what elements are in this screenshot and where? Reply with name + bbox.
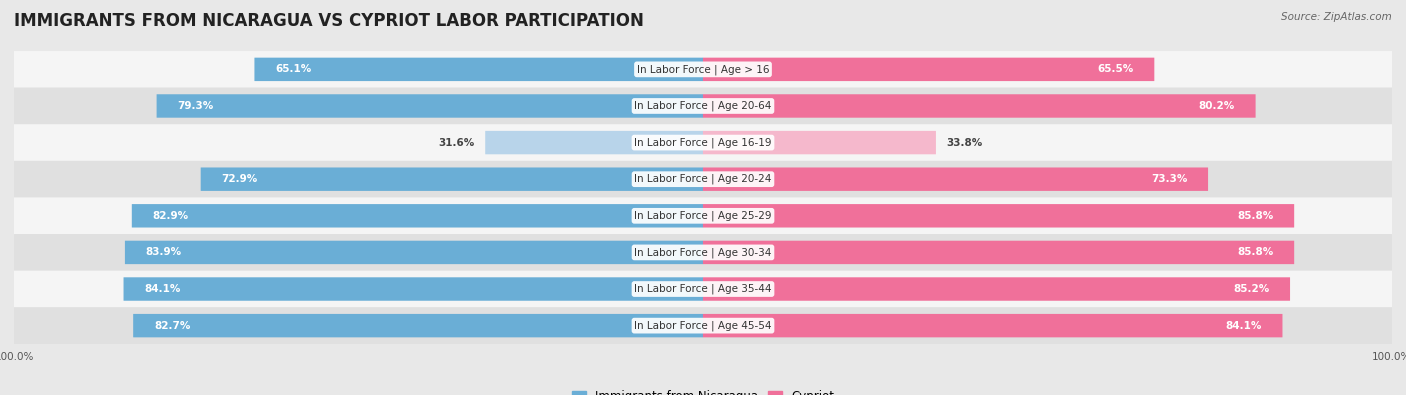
Text: 72.9%: 72.9%	[221, 174, 257, 184]
FancyBboxPatch shape	[14, 271, 1392, 307]
FancyBboxPatch shape	[132, 204, 703, 228]
Text: 85.8%: 85.8%	[1237, 247, 1274, 258]
Text: 65.1%: 65.1%	[276, 64, 311, 74]
Text: In Labor Force | Age 25-29: In Labor Force | Age 25-29	[634, 211, 772, 221]
FancyBboxPatch shape	[703, 277, 1291, 301]
Text: 33.8%: 33.8%	[946, 137, 983, 148]
FancyBboxPatch shape	[14, 234, 1392, 271]
Text: Source: ZipAtlas.com: Source: ZipAtlas.com	[1281, 12, 1392, 22]
Text: 73.3%: 73.3%	[1152, 174, 1187, 184]
Text: In Labor Force | Age 16-19: In Labor Force | Age 16-19	[634, 137, 772, 148]
FancyBboxPatch shape	[703, 131, 936, 154]
Text: In Labor Force | Age 35-44: In Labor Force | Age 35-44	[634, 284, 772, 294]
FancyBboxPatch shape	[125, 241, 703, 264]
FancyBboxPatch shape	[124, 277, 703, 301]
Text: 84.1%: 84.1%	[145, 284, 180, 294]
FancyBboxPatch shape	[14, 51, 1392, 88]
FancyBboxPatch shape	[14, 124, 1392, 161]
Text: 80.2%: 80.2%	[1198, 101, 1234, 111]
FancyBboxPatch shape	[14, 161, 1392, 198]
Text: In Labor Force | Age > 16: In Labor Force | Age > 16	[637, 64, 769, 75]
FancyBboxPatch shape	[703, 167, 1208, 191]
FancyBboxPatch shape	[703, 241, 1294, 264]
FancyBboxPatch shape	[156, 94, 703, 118]
Text: 84.1%: 84.1%	[1226, 321, 1261, 331]
Text: 82.9%: 82.9%	[152, 211, 188, 221]
Text: 82.7%: 82.7%	[153, 321, 190, 331]
Text: 79.3%: 79.3%	[177, 101, 214, 111]
FancyBboxPatch shape	[703, 314, 1282, 337]
Text: IMMIGRANTS FROM NICARAGUA VS CYPRIOT LABOR PARTICIPATION: IMMIGRANTS FROM NICARAGUA VS CYPRIOT LAB…	[14, 12, 644, 30]
FancyBboxPatch shape	[14, 307, 1392, 344]
FancyBboxPatch shape	[14, 88, 1392, 124]
FancyBboxPatch shape	[703, 58, 1154, 81]
FancyBboxPatch shape	[254, 58, 703, 81]
Legend: Immigrants from Nicaragua, Cypriot: Immigrants from Nicaragua, Cypriot	[567, 385, 839, 395]
Text: 85.8%: 85.8%	[1237, 211, 1274, 221]
Text: In Labor Force | Age 20-64: In Labor Force | Age 20-64	[634, 101, 772, 111]
Text: 85.2%: 85.2%	[1233, 284, 1270, 294]
FancyBboxPatch shape	[485, 131, 703, 154]
FancyBboxPatch shape	[134, 314, 703, 337]
Text: In Labor Force | Age 30-34: In Labor Force | Age 30-34	[634, 247, 772, 258]
Text: In Labor Force | Age 45-54: In Labor Force | Age 45-54	[634, 320, 772, 331]
Text: In Labor Force | Age 20-24: In Labor Force | Age 20-24	[634, 174, 772, 184]
Text: 31.6%: 31.6%	[439, 137, 475, 148]
Text: 83.9%: 83.9%	[146, 247, 181, 258]
Text: 65.5%: 65.5%	[1097, 64, 1133, 74]
FancyBboxPatch shape	[201, 167, 703, 191]
FancyBboxPatch shape	[703, 94, 1256, 118]
FancyBboxPatch shape	[703, 204, 1294, 228]
FancyBboxPatch shape	[14, 198, 1392, 234]
